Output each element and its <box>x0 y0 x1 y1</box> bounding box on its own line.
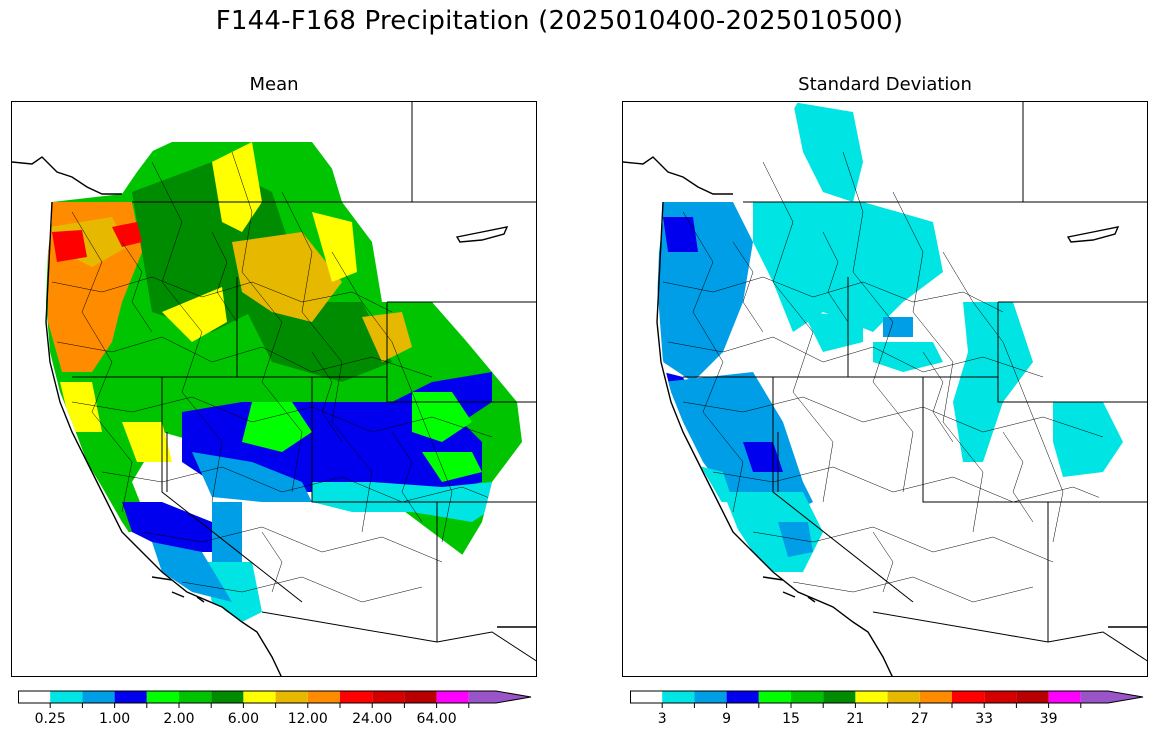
colorbar-segment <box>919 691 952 703</box>
colorbar-stddev <box>630 690 1145 714</box>
colorbar-segment <box>791 691 824 703</box>
colorbar-tick-label: 12.00 <box>287 711 328 727</box>
stddev-state-borders <box>683 102 1147 662</box>
colorbar-segment <box>887 691 920 703</box>
map-stddev-svg <box>623 102 1147 676</box>
colorbar-segment <box>468 691 531 703</box>
colorbar-segment <box>146 691 179 703</box>
colorbar-segment <box>1016 691 1049 703</box>
colorbar-segment <box>50 691 83 703</box>
figure-title: F144-F168 Precipitation (2025010400-2025… <box>215 6 904 36</box>
colorbar-stddev-svg <box>630 690 1144 708</box>
colorbar-segment <box>823 691 856 703</box>
colorbar-tick-label: 15 <box>782 711 800 727</box>
colorbar-segment <box>630 691 663 703</box>
colorbar-mean-svg <box>18 690 532 708</box>
colorbar-segment <box>1048 691 1081 703</box>
colorbar-tick-label: 0.25 <box>34 711 66 727</box>
colorbar-tick-label: 1.00 <box>99 711 131 727</box>
colorbar-segment <box>1080 691 1143 703</box>
colorbar-segment <box>82 691 115 703</box>
colorbar-tick-label: 64.00 <box>416 711 457 727</box>
colorbar-segment <box>758 691 791 703</box>
colorbar-tick-label: 39 <box>1039 711 1058 727</box>
colorbar-mean <box>18 690 533 714</box>
colorbar-segment <box>726 691 759 703</box>
colorbar-segment <box>662 691 695 703</box>
colorbar-segment <box>694 691 727 703</box>
colorbar-segment <box>18 691 51 703</box>
colorbar-outline <box>630 690 1144 704</box>
stddev-coastline <box>623 156 1147 676</box>
colorbar-tick-label: 3 <box>657 711 667 727</box>
colorbar-tick-label: 27 <box>910 711 929 727</box>
panel-title-stddev: Standard Deviation <box>798 74 972 95</box>
colorbar-tick-label: 24.00 <box>352 711 393 727</box>
mean-coastline <box>12 156 536 676</box>
map-stddev <box>622 101 1148 677</box>
colorbar-segment <box>243 691 276 703</box>
colorbar-tick-label: 33 <box>975 711 994 727</box>
mean-state-borders <box>72 102 536 662</box>
colorbar-segment <box>952 691 985 703</box>
map-mean-svg <box>12 102 536 676</box>
colorbar-outline <box>18 690 532 704</box>
colorbar-tick-label: 6.00 <box>227 711 259 727</box>
colorbar-tick-label: 9 <box>722 711 732 727</box>
colorbar-tick-label: 2.00 <box>163 711 195 727</box>
colorbar-segment <box>855 691 888 703</box>
colorbar-segment <box>307 691 340 703</box>
colorbar-segment <box>404 691 437 703</box>
colorbar-segment <box>984 691 1017 703</box>
colorbar-tick-label: 21 <box>846 711 865 727</box>
map-mean <box>11 101 537 677</box>
colorbar-segment <box>436 691 469 703</box>
colorbar-segment <box>179 691 212 703</box>
colorbar-segment <box>340 691 373 703</box>
colorbar-segment <box>114 691 147 703</box>
colorbar-segment <box>211 691 244 703</box>
colorbar-segment <box>275 691 308 703</box>
panel-title-mean: Mean <box>249 74 299 95</box>
colorbar-segment <box>372 691 405 703</box>
